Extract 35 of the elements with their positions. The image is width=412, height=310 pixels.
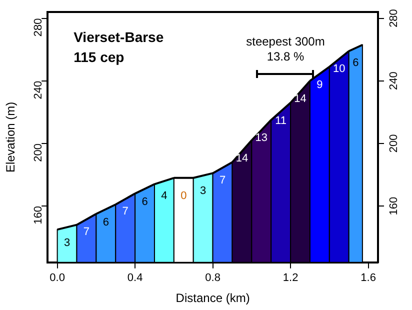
x-tick-label: 0.4 bbox=[127, 272, 143, 284]
annotation: 6 bbox=[142, 196, 148, 208]
x-tick-label: 1.6 bbox=[360, 272, 376, 284]
y2-tick-label: 160 bbox=[388, 196, 400, 216]
annotation: 6 bbox=[352, 56, 359, 69]
annotation: 0 bbox=[180, 190, 187, 202]
annotation: 11 bbox=[275, 114, 287, 127]
x-tick-label: 0.0 bbox=[50, 272, 65, 284]
text: 115 cep bbox=[74, 48, 124, 65]
annotation: steepest 300m bbox=[246, 34, 325, 48]
x-axis-title: Distance (km) bbox=[176, 291, 250, 306]
annotation: 10 bbox=[333, 63, 346, 76]
annotation: 14 bbox=[236, 152, 248, 164]
y2-tick-label: 200 bbox=[388, 134, 400, 153]
annotation: 9 bbox=[316, 78, 323, 91]
y-tick-label: 200 bbox=[32, 143, 45, 162]
annotation: 7 bbox=[219, 174, 226, 186]
annotation: 14 bbox=[294, 92, 306, 105]
y-tick-label: 240 bbox=[32, 80, 45, 100]
annotation: 13 bbox=[255, 132, 268, 144]
annotation: 7 bbox=[122, 206, 128, 218]
x-tick-label: 0.8 bbox=[205, 272, 220, 284]
text: Vierset-Barse bbox=[74, 28, 164, 45]
y-tick-label: 160 bbox=[32, 206, 45, 224]
y-axis-title: Elevation (m) bbox=[4, 102, 18, 173]
annotation: 4 bbox=[161, 190, 168, 202]
y2-tick-label: 280 bbox=[388, 9, 400, 28]
x-tick-label: 1.2 bbox=[282, 272, 298, 284]
y-tick-label: 280 bbox=[32, 18, 45, 37]
annotation: 7 bbox=[83, 226, 90, 238]
annotation: 6 bbox=[102, 216, 109, 229]
annotation: 13.8 % bbox=[266, 49, 304, 64]
annotation: 3 bbox=[64, 236, 70, 249]
y2-tick-label: 240 bbox=[388, 72, 400, 90]
annotation: 3 bbox=[200, 185, 206, 198]
